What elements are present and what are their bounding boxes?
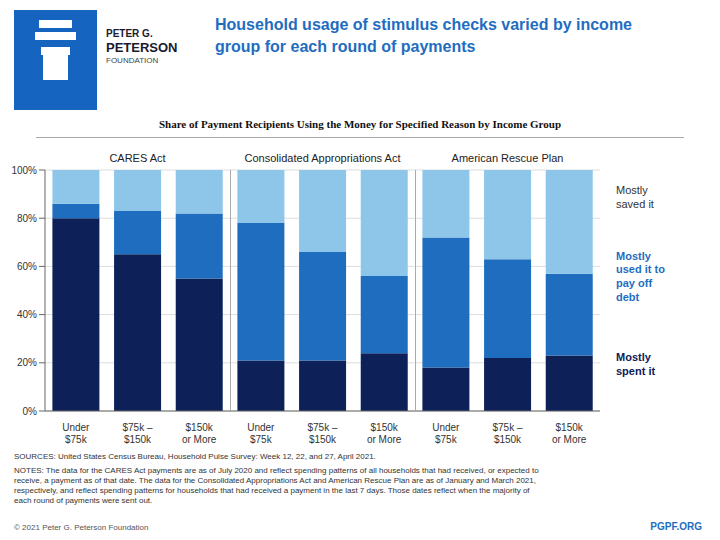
html-text:Mostly spent it: Mostly spent it [616,350,656,377]
html-text:PGPF.ORG: PGPF.ORG [650,521,702,532]
svg-text:$150kor More: $150kor More [367,422,402,445]
html-text:Household usage of stimulus ch: Household usage of stimulus checks varie… [215,16,632,55]
svg-text:Under$75k: Under$75k [62,422,90,445]
svg-text:Consolidated Appropriations Ac: Consolidated Appropriations Act [245,152,401,164]
svg-text:CARES Act: CARES Act [109,152,165,164]
svg-text:0%: 0% [23,406,38,417]
svg-text:$150kor More: $150kor More [182,422,217,445]
svg-text:20%: 20% [17,357,37,368]
svg-text:40%: 40% [17,309,37,320]
svg-text:80%: 80% [17,213,37,224]
svg-text:$75k –$150k: $75k –$150k [122,422,152,445]
svg-text:$150kor More: $150kor More [552,422,587,445]
svg-text:Under$75k: Under$75k [247,422,275,445]
html-text:PETER G.: PETER G. [106,28,153,39]
html-text:Mostly used it to pay off debt: Mostly used it to pay off debt [616,249,665,303]
html-text:Mostly saved it: Mostly saved it [616,184,654,211]
html-text:PETERSON: PETERSON [106,40,178,55]
html-text:SOURCES: United States Census: SOURCES: United States Census Bureau, Ho… [14,452,376,461]
html-text:Share of Payment Recipients Us: Share of Payment Recipients Using the Mo… [158,118,561,130]
svg-text:100%: 100% [11,165,37,176]
svg-text:60%: 60% [17,261,37,272]
html-text:NOTES: The data for the CARES: NOTES: The data for the CARES Act paymen… [14,466,539,505]
svg-text:American Rescue Plan: American Rescue Plan [452,152,564,164]
svg-text:$75k –$150k: $75k –$150k [307,422,337,445]
svg-text:$75k –$150k: $75k –$150k [492,422,522,445]
svg-text:Under$75k: Under$75k [432,422,460,445]
html-text:© 2021 Peter G. Peterson Found: © 2021 Peter G. Peterson Foundation [14,523,149,532]
html-text:FOUNDATION: FOUNDATION [106,55,159,65]
